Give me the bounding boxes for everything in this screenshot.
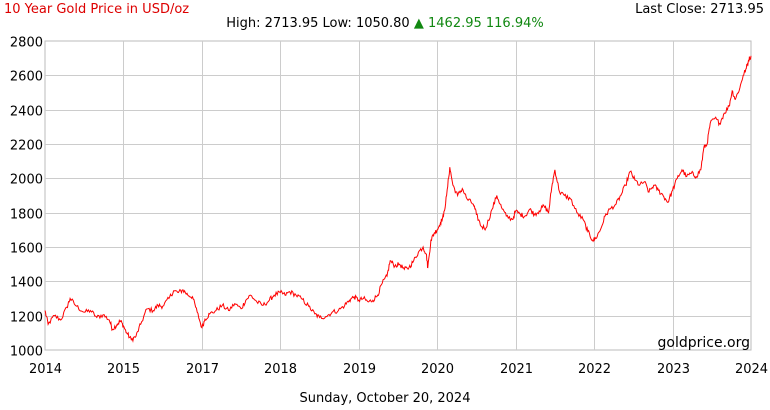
footer-date: Sunday, October 20, 2024 — [299, 391, 471, 406]
x-tick-label: 2017 — [186, 362, 219, 377]
last-close-label: Last Close: 2713.95 — [635, 2, 764, 17]
change-text: 1462.95 116.94% — [428, 16, 544, 31]
x-tick-label: 2022 — [578, 362, 611, 377]
y-tick-label: 1200 — [10, 311, 43, 326]
x-tick-label: 2014 — [29, 362, 62, 377]
plot-border — [44, 40, 752, 351]
price-stats: High: 2713.95 Low: 1050.80 ▲ 1462.95 116… — [0, 16, 770, 31]
x-tick-label: 2015 — [107, 362, 140, 377]
gold-price-line — [44, 55, 752, 343]
x-tick-label: 2020 — [421, 362, 454, 377]
y-tick-label: 1800 — [10, 208, 43, 223]
grid-lines — [44, 40, 752, 351]
y-axis-ticks: 1000 1200 1400 1600 1800 2000 2200 2400 2600 2800 — [10, 36, 43, 360]
y-tick-label: 2000 — [10, 173, 43, 188]
y-tick-label: 2800 — [10, 36, 43, 51]
x-axis-ticks: 2014 2015 2017 2018 2019 2020 2021 2022 2023 2024 — [29, 362, 768, 377]
y-tick-label: 1000 — [10, 345, 43, 360]
x-tick-label: 2018 — [264, 362, 297, 377]
up-arrow-icon: ▲ — [413, 16, 424, 31]
y-tick-label: 1600 — [10, 242, 43, 257]
x-tick-label: 2024 — [735, 362, 768, 377]
x-tick-label: 2019 — [343, 362, 376, 377]
x-tick-label: 2021 — [500, 362, 533, 377]
y-tick-label: 1400 — [10, 276, 43, 291]
x-tick-label: 2023 — [657, 362, 690, 377]
high-low-text: High: 2713.95 Low: 1050.80 — [226, 16, 410, 31]
watermark: goldprice.org — [658, 335, 750, 351]
y-tick-label: 2200 — [10, 139, 43, 154]
y-tick-label: 2400 — [10, 105, 43, 120]
chart-title: 10 Year Gold Price in USD/oz — [4, 2, 190, 17]
y-tick-label: 2600 — [10, 70, 43, 85]
